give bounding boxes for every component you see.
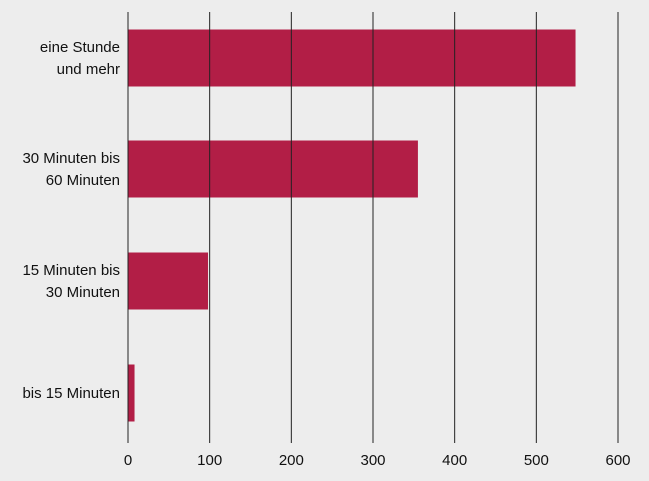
- category-label-2-1: 30 Minuten: [46, 284, 120, 301]
- category-label-0-0: eine Stunde: [40, 39, 120, 56]
- x-tick-label-0: 0: [124, 452, 132, 469]
- x-tick-label-400: 400: [442, 452, 467, 469]
- category-label-0-1: und mehr: [57, 61, 120, 78]
- bar-2: [128, 252, 209, 310]
- x-tick-label-300: 300: [360, 452, 385, 469]
- bar-3: [128, 364, 135, 422]
- category-labels: eine Stunde und mehr 30 Minuten bis 60 Minu…: [22, 39, 120, 402]
- category-label-1-0: 30 Minuten bis: [22, 150, 120, 167]
- bar-0: [128, 29, 576, 87]
- gridlines: [127, 12, 619, 443]
- bar-1: [128, 140, 418, 198]
- x-tick-label-500: 500: [524, 452, 549, 469]
- x-tick-labels: 0 100 200 300 400 500 600: [124, 452, 631, 469]
- bars-layer: [128, 29, 576, 422]
- x-tick-label-200: 200: [279, 452, 304, 469]
- x-tick-label-100: 100: [197, 452, 222, 469]
- category-label-3-0: bis 15 Minuten: [22, 385, 120, 402]
- x-tick-label-600: 600: [605, 452, 630, 469]
- category-label-2-0: 15 Minuten bis: [22, 262, 120, 279]
- category-label-1-1: 60 Minuten: [46, 172, 120, 189]
